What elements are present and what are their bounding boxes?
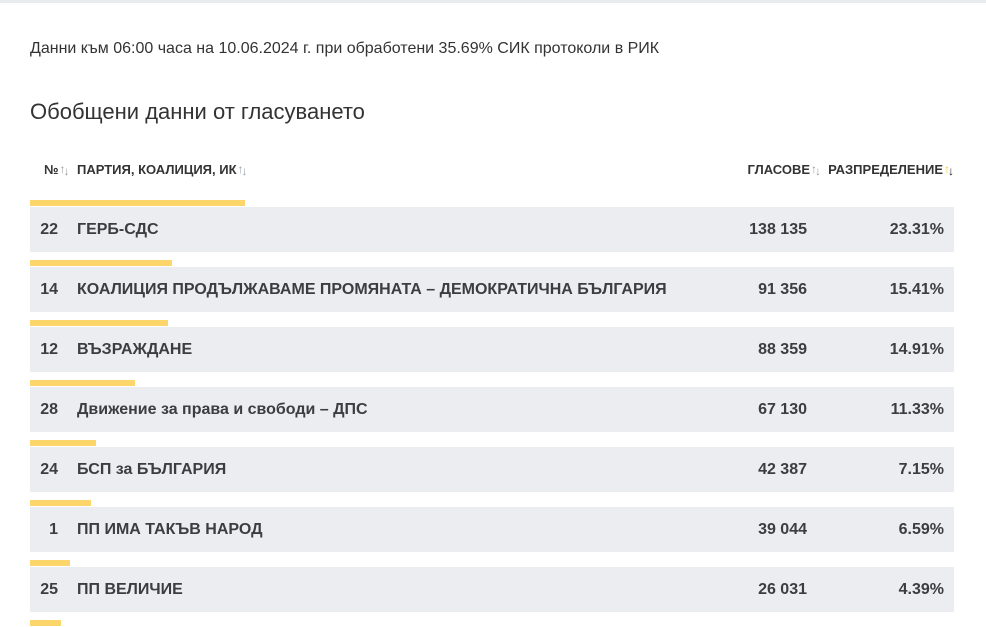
party-number: 28 <box>40 401 58 418</box>
table-row[interactable]: 24 БСП за БЪЛГАРИЯ 42 387 7.15% <box>30 440 954 500</box>
party-votes: 67 130 <box>758 401 807 418</box>
party-distribution: 7.15% <box>898 461 944 478</box>
share-bar <box>30 500 91 506</box>
table-row[interactable]: 14 КОАЛИЦИЯ ПРОДЪЛЖАВАМЕ ПРОМЯНАТА – ДЕМ… <box>30 260 954 320</box>
sort-arrows-active-icon[interactable]: ↑ ↓ <box>944 161 954 178</box>
top-border <box>0 0 986 3</box>
party-distribution: 23.31% <box>889 221 944 238</box>
results-table-header: № ↑ ↓ ПАРТИЯ, КОАЛИЦИЯ, ИК ↑ ↓ ГЛАСОВЕ ↑ ↓ … <box>30 160 954 182</box>
share-bar <box>30 260 172 266</box>
column-header-party-label: ПАРТИЯ, КОАЛИЦИЯ, ИК <box>77 162 237 177</box>
share-bar <box>30 200 245 206</box>
party-name: КОАЛИЦИЯ ПРОДЪЛЖАВАМЕ ПРОМЯНАТА – ДЕМОКР… <box>77 281 667 298</box>
table-row[interactable]: 12 ВЪЗРАЖДАНЕ 88 359 14.91% <box>30 320 954 380</box>
table-row[interactable]: 28 Движение за права и свободи – ДПС 67 … <box>30 380 954 440</box>
row-background <box>30 267 954 312</box>
column-header-distribution-label: РАЗПРЕДЕЛЕНИЕ <box>828 162 943 177</box>
sort-arrows-icon[interactable]: ↑ ↓ <box>811 161 821 178</box>
table-row[interactable]: 22 ГЕРБ-СДС 138 135 23.31% <box>30 200 954 260</box>
party-number: 12 <box>40 341 58 358</box>
party-distribution: 11.33% <box>890 401 944 418</box>
column-header-number-label: № <box>44 162 59 177</box>
party-number: 22 <box>40 221 58 238</box>
party-number: 14 <box>40 281 58 298</box>
party-name: Движение за права и свободи – ДПС <box>77 401 368 418</box>
party-votes: 91 356 <box>758 281 807 298</box>
party-distribution: 4.39% <box>898 581 944 598</box>
share-bar <box>30 440 96 446</box>
share-bar <box>30 320 168 326</box>
party-name: ГЕРБ-СДС <box>77 221 159 238</box>
share-bar <box>30 380 135 386</box>
column-header-party[interactable]: ПАРТИЯ, КОАЛИЦИЯ, ИК ↑ ↓ <box>77 162 248 177</box>
party-name: БСП за БЪЛГАРИЯ <box>77 461 227 478</box>
party-votes: 88 359 <box>758 341 807 358</box>
row-background <box>30 207 954 252</box>
party-votes: 42 387 <box>758 461 807 478</box>
column-header-distribution[interactable]: РАЗПРЕДЕЛЕНИЕ ↑ ↓ <box>828 162 954 177</box>
party-distribution: 6.59% <box>898 521 944 538</box>
share-bar <box>30 560 70 566</box>
column-header-votes[interactable]: ГЛАСОВЕ ↑ ↓ <box>748 162 821 177</box>
row-background <box>30 507 954 552</box>
sort-arrows-icon[interactable]: ↑ ↓ <box>237 161 248 178</box>
row-background <box>30 567 954 612</box>
party-votes: 39 044 <box>758 521 807 538</box>
table-row-partial[interactable] <box>30 620 954 627</box>
data-status-line: Данни към 06:00 часа на 10.06.2024 г. пр… <box>30 40 660 57</box>
party-name: ПП ВЕЛИЧИЕ <box>77 581 183 598</box>
party-distribution: 15.41% <box>889 281 944 298</box>
party-number: 1 <box>49 521 58 538</box>
share-bar <box>30 620 61 626</box>
party-name: ПП ИМА ТАКЪВ НАРОД <box>77 521 263 538</box>
sort-arrows-icon[interactable]: ↑ ↓ <box>59 161 70 178</box>
party-distribution: 14.91% <box>889 341 944 358</box>
row-background <box>30 327 954 372</box>
row-background <box>30 387 954 432</box>
party-votes: 26 031 <box>758 581 807 598</box>
table-row[interactable]: 25 ПП ВЕЛИЧИЕ 26 031 4.39% <box>30 560 954 620</box>
table-row[interactable]: 1 ПП ИМА ТАКЪВ НАРОД 39 044 6.59% <box>30 500 954 560</box>
party-votes: 138 135 <box>749 221 807 238</box>
section-title: Обобщени данни от гласуването <box>30 99 365 124</box>
party-number: 25 <box>40 581 58 598</box>
party-name: ВЪЗРАЖДАНЕ <box>77 341 193 358</box>
party-number: 24 <box>40 461 58 478</box>
column-header-number[interactable]: № ↑ ↓ <box>44 162 70 177</box>
column-header-votes-label: ГЛАСОВЕ <box>747 162 810 177</box>
row-background <box>30 447 954 492</box>
